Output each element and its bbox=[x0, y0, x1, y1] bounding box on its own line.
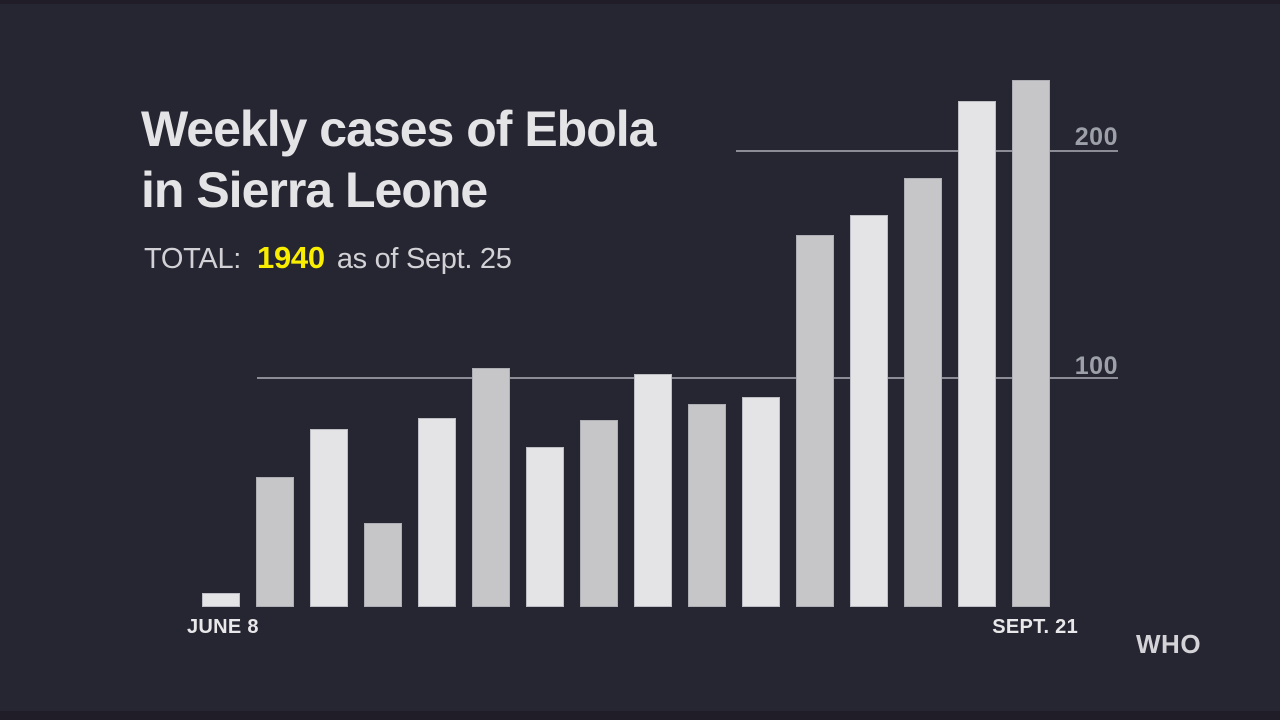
bar-week-4 bbox=[364, 523, 402, 607]
chart-title: Weekly cases of Ebola in Sierra Leone bbox=[141, 99, 656, 221]
total-label: TOTAL: bbox=[144, 243, 242, 275]
bar-week-1 bbox=[202, 593, 240, 607]
total-line: TOTAL: 1940 as of Sept. 25 bbox=[144, 240, 512, 276]
total-value: 1940 bbox=[257, 240, 325, 275]
y-axis-tick-200: 200 bbox=[1074, 123, 1118, 151]
bar-week-8 bbox=[580, 420, 618, 607]
bar-week-7 bbox=[526, 447, 564, 607]
gridline-200 bbox=[736, 150, 1118, 152]
bar-week-5 bbox=[418, 418, 456, 607]
bar-week-9 bbox=[634, 374, 672, 607]
bar-week-6 bbox=[472, 368, 510, 607]
bar-week-2 bbox=[256, 477, 294, 607]
bar-week-12 bbox=[796, 235, 834, 607]
total-suffix: as of Sept. 25 bbox=[336, 243, 512, 275]
source-attribution: WHO bbox=[1136, 629, 1202, 659]
bar-week-13 bbox=[850, 215, 888, 607]
y-axis-tick-100: 100 bbox=[1074, 352, 1118, 380]
gridline-100 bbox=[257, 377, 1118, 379]
bar-week-16 bbox=[1012, 80, 1050, 607]
bar-week-11 bbox=[742, 397, 780, 607]
bar-week-3 bbox=[310, 429, 348, 607]
x-axis-label-last: SEPT. 21 bbox=[992, 616, 1078, 638]
letterbox-bottom-strip bbox=[0, 711, 1280, 720]
bar-week-14 bbox=[904, 178, 942, 607]
bar-week-15 bbox=[958, 101, 996, 607]
letterbox-top-strip bbox=[0, 0, 1280, 4]
bar-week-10 bbox=[688, 404, 726, 607]
x-axis-label-first: JUNE 8 bbox=[187, 616, 259, 638]
chart-title-line1: Weekly cases of Ebola bbox=[141, 101, 656, 157]
chart-title-line2: in Sierra Leone bbox=[141, 162, 488, 218]
